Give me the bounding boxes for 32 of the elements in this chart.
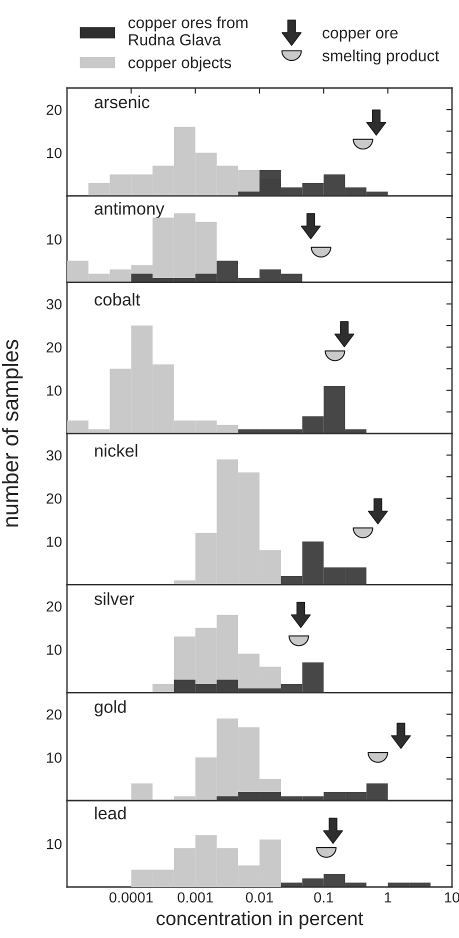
y-tick-label: 20 [46,104,62,116]
y-tick-label: 10 [47,644,62,655]
y-tick-label: 20 [46,709,62,720]
legend-label: copper ore [322,30,398,42]
y-tick-label: 20 [46,493,62,504]
chart-title: gold [94,700,126,716]
y-tick-label: 10 [47,752,62,763]
x-tick-label: 0.001 [178,892,213,903]
chart-title: silver [94,592,134,605]
y-tick-label: 30 [46,299,62,310]
chart-title: cobalt [94,292,140,306]
chart-title: nickel [95,444,138,457]
y-tick-label: 30 [46,450,62,461]
y-tick-label: 10 [47,148,62,158]
chart-title: antimony [94,202,164,218]
y-tick-label: 10 [47,385,62,396]
legend-label: copper ores from Rudna Glava [128,16,248,46]
y-tick-label: 10 [47,536,62,547]
y-tick-label: 20 [46,601,62,612]
y-tick-label: 10 [47,234,62,245]
y-tick-label: 10 [47,838,62,850]
legend-label: copper objects [128,56,232,72]
x-tick-label: 0.1 [314,892,334,903]
chart-title: arsenic [94,96,150,108]
chart-title: lead [95,806,126,820]
x-tick-label: 0.01 [246,892,273,903]
x-tick-label: 1 [384,892,392,902]
x-tick-label: 0.0001 [109,892,153,903]
x-axis-title: concentration in percent [156,911,364,930]
y-tick-label: 20 [46,342,62,353]
y-axis-title: number of samples [2,340,23,527]
legend-label: smelting product [322,50,440,65]
